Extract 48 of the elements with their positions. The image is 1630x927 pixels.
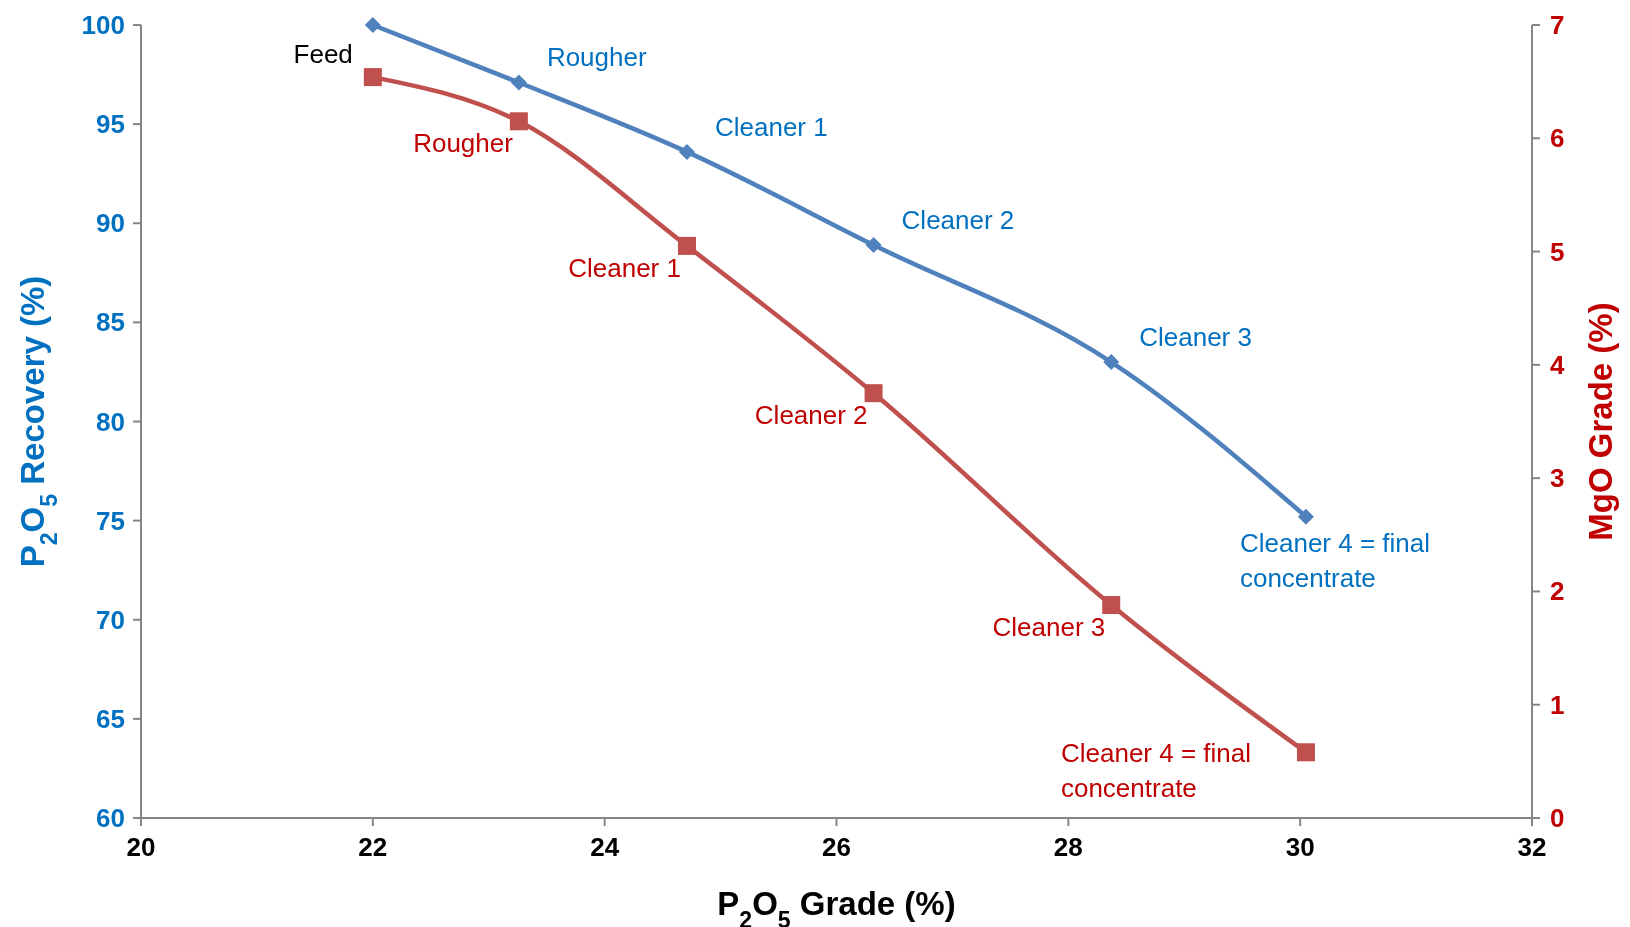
- point: [363, 68, 382, 87]
- point: [1102, 596, 1121, 615]
- x-tick-label: 28: [1053, 832, 1083, 862]
- y2-tick-label: 6: [1550, 123, 1565, 154]
- y-tick-label: 60: [96, 803, 125, 833]
- y2-tick-label: 5: [1550, 236, 1565, 267]
- data-label: Cleaner 1: [568, 252, 681, 283]
- data-label: Rougher: [413, 128, 514, 159]
- y-tick-label: 95: [96, 109, 125, 140]
- data-label: Cleaner 2: [901, 205, 1015, 236]
- point: [865, 237, 882, 254]
- y2-tick-label: 7: [1550, 10, 1565, 40]
- x-tick-label: 26: [822, 832, 851, 862]
- x-tick-label: 22: [358, 832, 388, 862]
- y-tick-label: 70: [96, 604, 125, 635]
- point: [864, 384, 883, 403]
- data-label: Cleaner 4 = final concentrate: [1239, 527, 1431, 593]
- x-tick-label: 24: [590, 832, 620, 862]
- data-label: Rougher: [546, 42, 647, 73]
- point: [364, 17, 381, 33]
- point: [678, 143, 695, 160]
- point: [509, 112, 528, 131]
- y-tick-label: 100: [81, 10, 125, 40]
- point: [1103, 354, 1120, 371]
- y-tick-label: 80: [96, 406, 125, 437]
- data-label: Cleaner 1: [714, 111, 828, 142]
- data-label: Cleaner 4 = final concentrate: [1060, 738, 1252, 804]
- data-label: Cleaner 3: [1139, 322, 1252, 353]
- y2-tick-label: 3: [1550, 463, 1565, 494]
- point: [1296, 743, 1315, 762]
- y-tick-label: 65: [96, 703, 125, 734]
- point: [1297, 508, 1314, 525]
- x-tick-label: 30: [1285, 832, 1315, 862]
- annotation: Feed: [293, 39, 353, 69]
- data-label: Cleaner 2: [754, 400, 868, 431]
- y-tick-label: 85: [96, 307, 125, 338]
- x-tick-label: 20: [126, 832, 156, 862]
- y2-tick-label: 2: [1550, 576, 1565, 607]
- point: [677, 236, 696, 255]
- y-tick-label: 90: [96, 208, 125, 239]
- data-label: Cleaner 3: [992, 612, 1106, 643]
- y2-tick-label: 4: [1550, 349, 1565, 380]
- y2-tick-label: 1: [1550, 689, 1565, 720]
- point: [510, 74, 527, 91]
- y2-axis-title: MgO Grade (%): [1582, 302, 1619, 541]
- y2-tick-label: 0: [1550, 803, 1565, 833]
- x-tick-label: 32: [1517, 832, 1547, 862]
- y-tick-label: 75: [96, 505, 125, 536]
